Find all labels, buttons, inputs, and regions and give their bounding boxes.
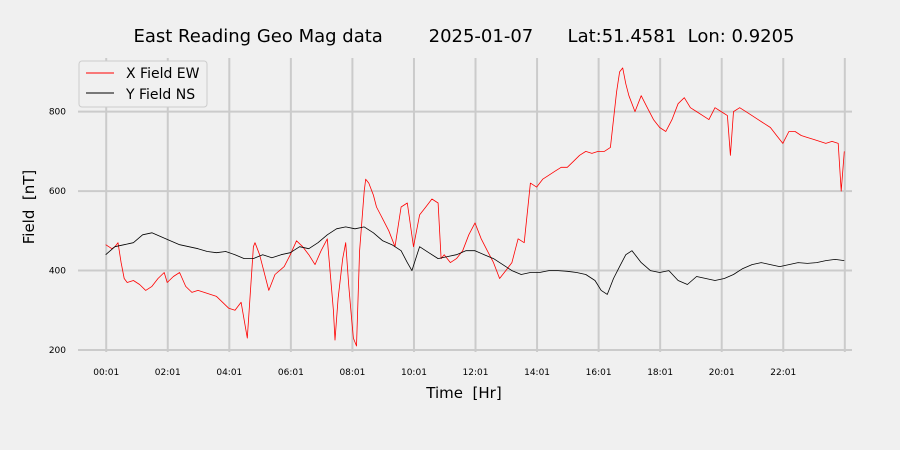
legend: X Field EW Y Field NS: [78, 60, 208, 108]
x-tick-label: 04:01: [216, 368, 242, 378]
legend-label-x-field: X Field EW: [126, 66, 200, 82]
y-tick-label: 200: [49, 346, 66, 356]
x-tick-label: 02:01: [155, 368, 181, 378]
x-tick-label: 22:01: [770, 368, 796, 378]
chart-title: East Reading Geo Mag data 2025-01-07 Lat…: [133, 26, 794, 47]
x-axis-label: Time [Hr]: [425, 384, 501, 402]
y-tick-label: 600: [49, 187, 66, 197]
x-tick-label: 08:01: [339, 368, 365, 378]
x-tick-label: 16:01: [586, 368, 612, 378]
series-line-y-field-ns: [105, 226, 845, 295]
x-tick-label: 12:01: [463, 368, 489, 378]
y-tick-label: 400: [49, 267, 66, 277]
y-axis-label: Field [nT]: [20, 170, 38, 245]
grid: [78, 58, 852, 352]
axes: 00:01 02:01 04:01 06:01 08:01 10:01 12:01 14:01…: [49, 108, 796, 378]
x-tick-label: 20:01: [709, 368, 735, 378]
series-lines: [105, 67, 845, 347]
x-tick-label: 14:01: [524, 368, 550, 378]
legend-label-y-field: Y Field NS: [125, 87, 195, 103]
x-tick-label: 10:01: [401, 368, 427, 378]
y-tick-label: 800: [49, 108, 66, 118]
x-tick-label: 18:01: [647, 368, 673, 378]
x-tick-label: 00:01: [93, 368, 119, 378]
series-line-x-field-ew: [105, 67, 845, 347]
x-tick-label: 06:01: [278, 368, 304, 378]
